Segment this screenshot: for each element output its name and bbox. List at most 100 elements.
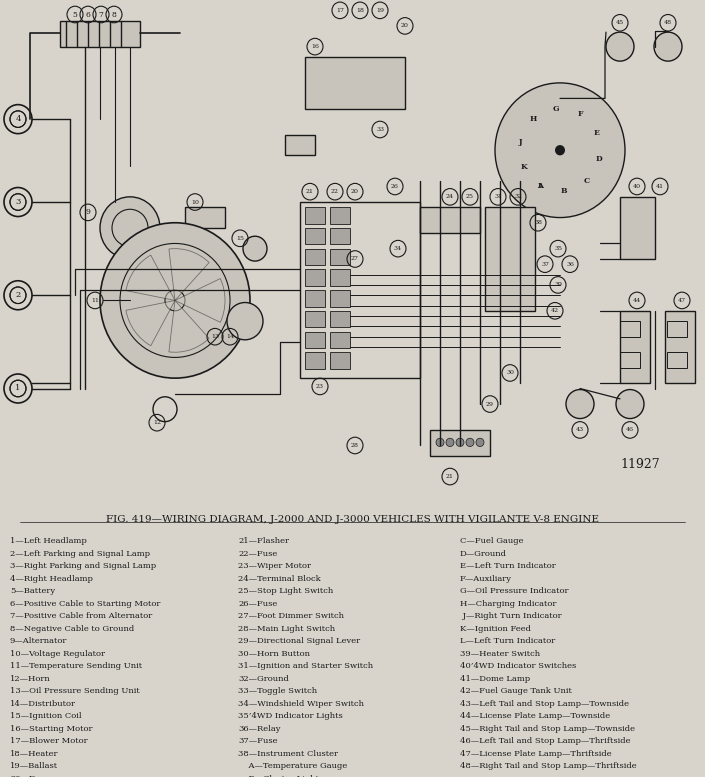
Text: 11927: 11927	[620, 458, 660, 472]
Text: G—Oil Pressure Indicator: G—Oil Pressure Indicator	[460, 587, 568, 595]
Text: 21—Flasher: 21—Flasher	[238, 537, 289, 545]
Text: A—Temperature Gauge: A—Temperature Gauge	[238, 762, 348, 770]
Bar	[330, 290, 350, 307]
Bar	[620, 321, 640, 336]
Text: 29: 29	[486, 402, 494, 406]
Wedge shape	[169, 249, 209, 301]
Text: F—Auxiliary: F—Auxiliary	[460, 575, 512, 583]
Bar	[330, 270, 350, 286]
Text: 16—Starting Motor: 16—Starting Motor	[10, 724, 92, 733]
Text: 15: 15	[236, 235, 244, 241]
Text: 39: 39	[554, 282, 562, 287]
Text: 22: 22	[331, 189, 339, 194]
Text: 17: 17	[336, 8, 344, 13]
Text: 3—Right Parking and Signal Lamp: 3—Right Parking and Signal Lamp	[10, 563, 156, 570]
Bar	[620, 352, 640, 368]
Wedge shape	[126, 255, 175, 301]
Bar	[485, 207, 535, 311]
Bar	[667, 352, 687, 368]
Text: 20—Fuse: 20—Fuse	[10, 775, 49, 777]
Text: 28: 28	[351, 443, 359, 448]
Text: 31: 31	[494, 194, 502, 200]
Circle shape	[476, 438, 484, 447]
Text: B—Cluster Lights: B—Cluster Lights	[238, 775, 324, 777]
Text: 37—Fuse: 37—Fuse	[238, 737, 278, 745]
Text: 14—Distributor: 14—Distributor	[10, 699, 76, 708]
Text: 33—Toggle Switch: 33—Toggle Switch	[238, 687, 317, 695]
Text: 4—Right Headlamp: 4—Right Headlamp	[10, 575, 93, 583]
Text: E—Left Turn Indicator: E—Left Turn Indicator	[460, 563, 556, 570]
Circle shape	[446, 438, 454, 447]
Text: 37: 37	[541, 262, 549, 267]
Bar	[667, 321, 687, 336]
Text: 29—Directional Signal Lever: 29—Directional Signal Lever	[238, 637, 360, 645]
Text: 35’4WD Indicator Lights: 35’4WD Indicator Lights	[238, 712, 343, 720]
Text: 30: 30	[506, 371, 514, 375]
Bar	[305, 57, 405, 109]
Circle shape	[436, 438, 444, 447]
Text: 41: 41	[656, 184, 664, 189]
Bar	[305, 249, 325, 265]
Text: 26: 26	[391, 184, 399, 189]
Text: 6—Positive Cable to Starting Motor: 6—Positive Cable to Starting Motor	[10, 600, 160, 608]
Circle shape	[100, 197, 160, 259]
Text: 19: 19	[376, 8, 384, 13]
Bar	[330, 228, 350, 245]
Text: 25: 25	[466, 194, 474, 200]
Text: K: K	[520, 163, 527, 171]
Bar	[330, 332, 350, 348]
Text: 33: 33	[376, 127, 384, 132]
Bar	[185, 207, 225, 228]
Text: 13: 13	[211, 334, 219, 340]
Text: G: G	[553, 105, 559, 113]
Text: 36—Relay: 36—Relay	[238, 724, 281, 733]
Text: 5—Battery: 5—Battery	[10, 587, 55, 595]
Text: 26—Fuse: 26—Fuse	[238, 600, 277, 608]
Text: 40’4WD Indicator Switches: 40’4WD Indicator Switches	[460, 662, 576, 670]
Text: 30—Horn Button: 30—Horn Button	[238, 650, 310, 657]
Text: 8—Negative Cable to Ground: 8—Negative Cable to Ground	[10, 625, 134, 632]
Text: H—Charging Indicator: H—Charging Indicator	[460, 600, 556, 608]
Circle shape	[555, 145, 565, 155]
Text: L—Left Turn Indicator: L—Left Turn Indicator	[460, 637, 556, 645]
Text: 39—Heater Switch: 39—Heater Switch	[460, 650, 540, 657]
Text: J—Right Turn Indicator: J—Right Turn Indicator	[460, 612, 562, 620]
Bar	[305, 332, 325, 348]
Circle shape	[654, 32, 682, 61]
Text: 21: 21	[306, 189, 314, 194]
Text: 21: 21	[446, 474, 454, 479]
Text: 48—Right Tail and Stop Lamp—Thriftside: 48—Right Tail and Stop Lamp—Thriftside	[460, 762, 637, 770]
Bar	[305, 311, 325, 327]
Bar	[305, 207, 325, 224]
Text: H: H	[529, 116, 537, 124]
Text: 2: 2	[16, 291, 20, 299]
Text: F: F	[577, 110, 583, 118]
Text: 27: 27	[351, 256, 359, 262]
Circle shape	[243, 236, 267, 261]
Text: 16: 16	[311, 44, 319, 49]
Text: 9—Alternator: 9—Alternator	[10, 637, 68, 645]
Text: 20: 20	[401, 23, 409, 29]
Text: 11: 11	[91, 298, 99, 303]
Text: E: E	[594, 129, 599, 138]
Text: 25—Stop Light Switch: 25—Stop Light Switch	[238, 587, 333, 595]
Text: 45—Right Tail and Stop Lamp—Townside: 45—Right Tail and Stop Lamp—Townside	[460, 724, 635, 733]
Text: 34: 34	[394, 246, 402, 251]
Text: 15—Ignition Coil: 15—Ignition Coil	[10, 712, 82, 720]
Text: D—Ground: D—Ground	[460, 550, 507, 558]
Text: 5: 5	[73, 11, 78, 19]
Bar	[330, 249, 350, 265]
Text: 28—Main Light Switch: 28—Main Light Switch	[238, 625, 335, 632]
Circle shape	[616, 389, 644, 419]
Text: 12—Horn: 12—Horn	[10, 674, 51, 683]
Circle shape	[100, 223, 250, 378]
Text: FIG. 419—WIRING DIAGRAM, J-2000 AND J-3000 VEHICLES WITH VIGILANTE V-8 ENGINE: FIG. 419—WIRING DIAGRAM, J-2000 AND J-30…	[106, 515, 599, 524]
Text: 24—Terminal Block: 24—Terminal Block	[238, 575, 321, 583]
Text: 20: 20	[351, 189, 359, 194]
Text: 19—Ballast: 19—Ballast	[10, 762, 58, 770]
Text: 45: 45	[616, 20, 624, 26]
Text: 12: 12	[153, 420, 161, 425]
Text: 35: 35	[554, 246, 562, 251]
Text: 2—Left Parking and Signal Lamp: 2—Left Parking and Signal Lamp	[10, 550, 150, 558]
Circle shape	[227, 302, 263, 340]
